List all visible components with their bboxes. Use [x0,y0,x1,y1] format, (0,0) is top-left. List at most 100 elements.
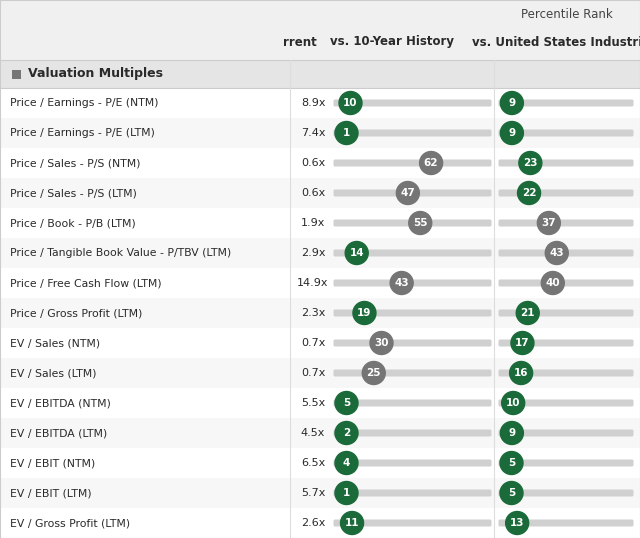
Text: 43: 43 [394,278,409,288]
Circle shape [519,152,542,174]
FancyBboxPatch shape [499,100,634,107]
Text: Price / Sales - P/S (LTM): Price / Sales - P/S (LTM) [10,188,137,198]
FancyBboxPatch shape [0,448,640,478]
FancyBboxPatch shape [499,400,634,407]
Text: 1: 1 [343,128,350,138]
FancyBboxPatch shape [333,250,492,257]
Circle shape [511,331,534,355]
Circle shape [500,451,523,475]
Text: EV / EBIT (LTM): EV / EBIT (LTM) [10,488,92,498]
FancyBboxPatch shape [12,69,21,79]
Text: 9: 9 [508,128,515,138]
Circle shape [516,301,540,324]
FancyBboxPatch shape [499,130,634,137]
FancyBboxPatch shape [333,130,492,137]
FancyBboxPatch shape [499,490,634,497]
Text: 0.7x: 0.7x [301,368,325,378]
Text: 6.5x: 6.5x [301,458,325,468]
Circle shape [335,421,358,444]
FancyBboxPatch shape [499,250,634,257]
FancyBboxPatch shape [333,309,492,316]
Text: 47: 47 [401,188,415,198]
Circle shape [545,242,568,265]
Circle shape [502,392,525,414]
Circle shape [518,181,541,204]
FancyBboxPatch shape [333,100,492,107]
Circle shape [541,272,564,294]
FancyBboxPatch shape [499,220,634,226]
FancyBboxPatch shape [0,298,640,328]
Circle shape [335,122,358,145]
Circle shape [500,91,524,115]
Text: Price / Sales - P/S (NTM): Price / Sales - P/S (NTM) [10,158,141,168]
Circle shape [362,362,385,385]
Text: 40: 40 [545,278,560,288]
FancyBboxPatch shape [0,508,640,538]
Text: EV / EBITDA (NTM): EV / EBITDA (NTM) [10,398,111,408]
Text: 22: 22 [522,188,536,198]
FancyBboxPatch shape [333,189,492,196]
Circle shape [538,211,561,235]
Text: EV / EBITDA (LTM): EV / EBITDA (LTM) [10,428,108,438]
Circle shape [340,512,364,534]
Text: 8.9x: 8.9x [301,98,325,108]
Text: 43: 43 [550,248,564,258]
Circle shape [500,421,524,444]
Text: 62: 62 [424,158,438,168]
Text: 5.7x: 5.7x [301,488,325,498]
Text: Price / Earnings - P/E (NTM): Price / Earnings - P/E (NTM) [10,98,159,108]
Text: 5: 5 [508,488,515,498]
Text: 25: 25 [367,368,381,378]
Text: 11: 11 [345,518,359,528]
Text: 5: 5 [343,398,350,408]
Text: EV / Sales (NTM): EV / Sales (NTM) [10,338,100,348]
Circle shape [370,331,393,355]
FancyBboxPatch shape [333,400,492,407]
FancyBboxPatch shape [499,459,634,466]
Text: EV / EBIT (NTM): EV / EBIT (NTM) [10,458,95,468]
FancyBboxPatch shape [0,388,640,418]
FancyBboxPatch shape [499,429,634,436]
FancyBboxPatch shape [333,159,492,166]
Text: Price / Book - P/B (LTM): Price / Book - P/B (LTM) [10,218,136,228]
FancyBboxPatch shape [333,520,492,527]
FancyBboxPatch shape [333,339,492,346]
FancyBboxPatch shape [0,88,640,118]
Text: 4.5x: 4.5x [301,428,325,438]
FancyBboxPatch shape [0,148,640,178]
Text: EV / Sales (LTM): EV / Sales (LTM) [10,368,97,378]
Circle shape [506,512,529,534]
Text: 55: 55 [413,218,428,228]
Text: 2.3x: 2.3x [301,308,325,318]
FancyBboxPatch shape [499,280,634,287]
Text: 2: 2 [343,428,350,438]
Circle shape [500,122,524,145]
Text: 5.5x: 5.5x [301,398,325,408]
FancyBboxPatch shape [0,208,640,238]
Text: 9: 9 [508,98,515,108]
FancyBboxPatch shape [333,459,492,466]
Text: 2.6x: 2.6x [301,518,325,528]
Text: 37: 37 [541,218,556,228]
FancyBboxPatch shape [0,478,640,508]
Text: vs. United States Industrials: vs. United States Industrials [472,36,640,48]
FancyBboxPatch shape [499,309,634,316]
Circle shape [335,451,358,475]
Text: 5: 5 [508,458,515,468]
FancyBboxPatch shape [0,268,640,298]
Text: Price / Gross Profit (LTM): Price / Gross Profit (LTM) [10,308,142,318]
Circle shape [420,152,443,174]
FancyBboxPatch shape [0,238,640,268]
Text: 4: 4 [343,458,350,468]
Text: 7.4x: 7.4x [301,128,325,138]
FancyBboxPatch shape [499,189,634,196]
Circle shape [339,91,362,115]
FancyBboxPatch shape [333,280,492,287]
Text: 21: 21 [520,308,535,318]
Text: Price / Tangible Book Value - P/TBV (LTM): Price / Tangible Book Value - P/TBV (LTM… [10,248,231,258]
Text: 19: 19 [357,308,372,318]
FancyBboxPatch shape [0,358,640,388]
Text: rrent: rrent [283,36,317,48]
Text: 16: 16 [514,368,529,378]
Circle shape [335,482,358,505]
